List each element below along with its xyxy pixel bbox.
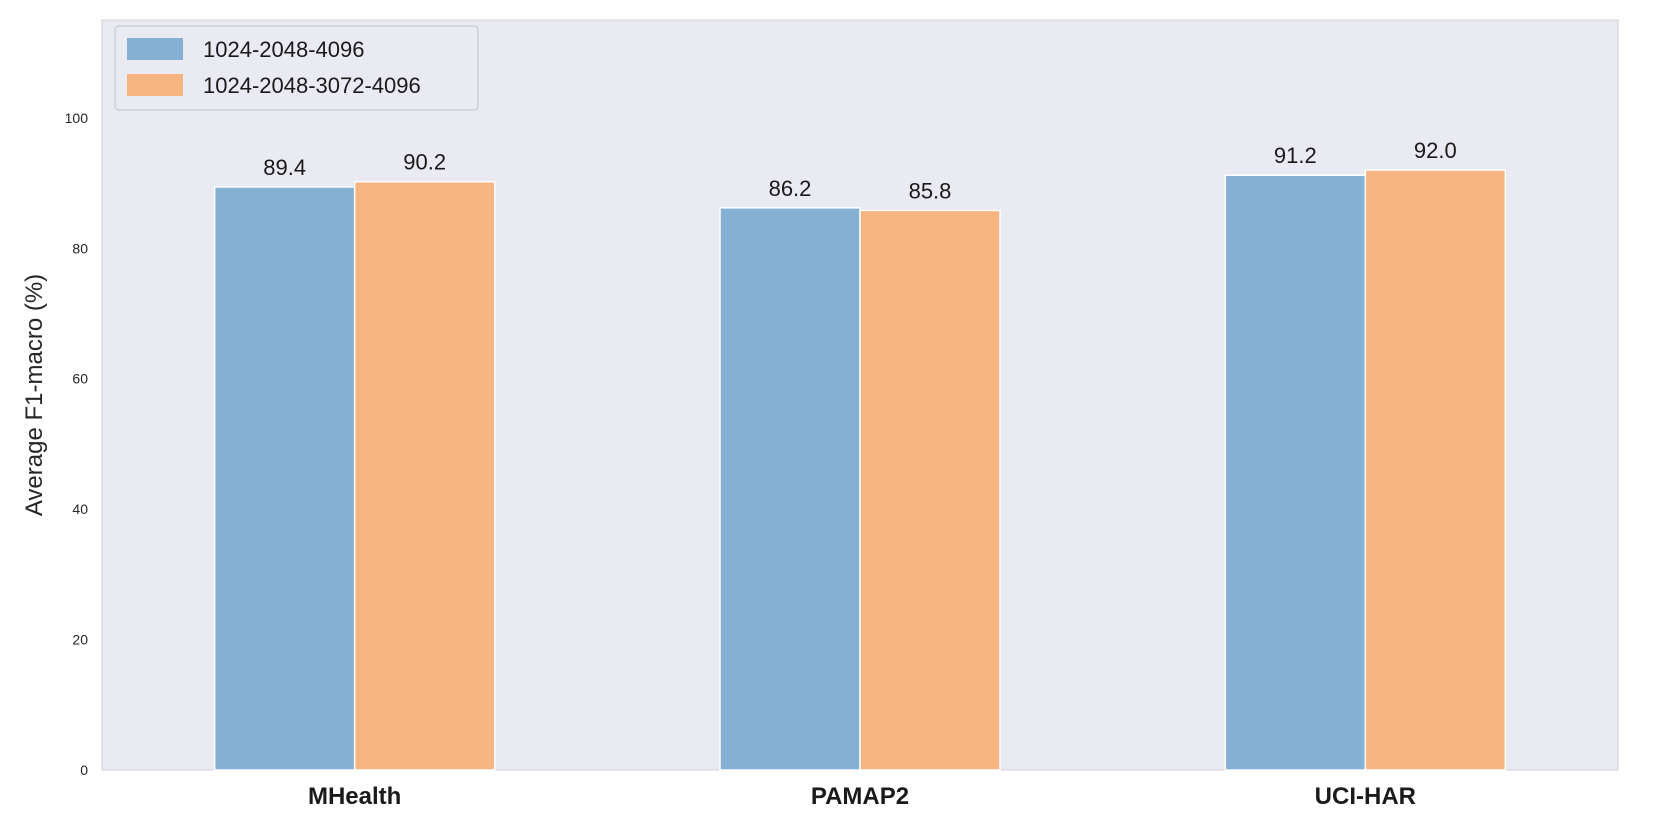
data-label: 92.0	[1414, 138, 1457, 163]
bar	[719, 207, 861, 771]
legend-label: 1024-2048-3072-4096	[203, 73, 421, 98]
x-axis-ticks: MHealth PAMAP2 UCI-HAR	[308, 783, 1416, 810]
y-tick-label: 80	[72, 240, 88, 256]
y-tick-label: 20	[72, 632, 88, 648]
y-tick-label: 40	[72, 501, 88, 517]
bar	[1224, 174, 1367, 771]
y-axis-label: Average F1-macro (%)	[21, 274, 48, 516]
bar	[1364, 169, 1507, 771]
legend-label: 1024-2048-4096	[203, 37, 364, 62]
data-label: 85.8	[909, 178, 952, 203]
data-label: 86.2	[769, 176, 812, 201]
x-tick-label: MHealth	[308, 783, 401, 810]
bar	[213, 186, 356, 771]
y-tick-label: 0	[80, 762, 88, 778]
legend-swatch	[127, 74, 183, 96]
legend: 1024-2048-4096 1024-2048-3072-4096	[114, 25, 479, 111]
x-tick-label: PAMAP2	[811, 783, 909, 810]
bars-group	[213, 169, 1507, 771]
data-label: 90.2	[403, 150, 446, 175]
y-axis-ticks: 0 20 40 60 80 100	[65, 110, 89, 778]
y-tick-label: 60	[72, 371, 88, 387]
data-label: 91.2	[1274, 143, 1317, 168]
x-tick-label: UCI-HAR	[1315, 783, 1416, 810]
bar	[353, 180, 496, 771]
legend-swatch	[127, 38, 183, 60]
data-labels-group: 89.4 90.2 86.2 85.8 91.2 92.0	[263, 138, 1456, 203]
legend-box	[114, 25, 479, 111]
y-tick-label: 100	[65, 110, 89, 126]
data-label: 89.4	[263, 155, 306, 180]
bar	[859, 209, 1001, 771]
